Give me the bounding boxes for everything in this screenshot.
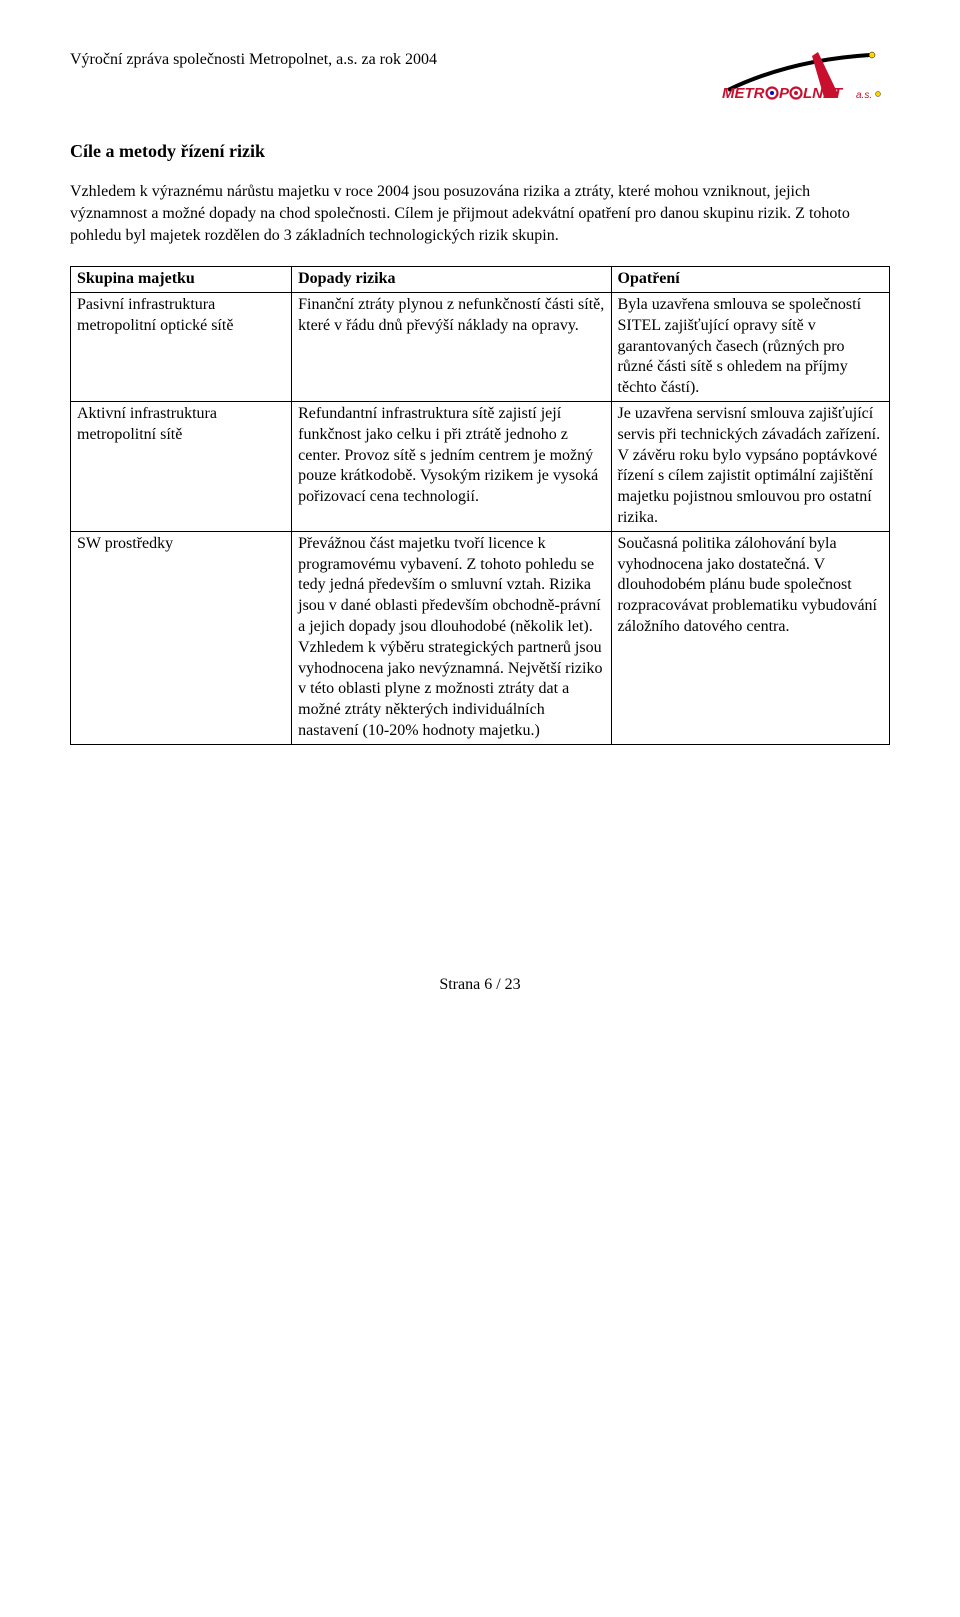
document-title: Výroční zpráva společnosti Metropolnet, … — [70, 50, 437, 71]
svg-text:P: P — [779, 85, 790, 100]
table-row: Aktivní infrastruktura metropolitní sítě… — [71, 401, 890, 531]
table-header-col2: Dopady rizika — [292, 267, 611, 293]
table-cell: Pasivní infrastruktura metropolitní opti… — [71, 292, 292, 401]
table-cell: Je uzavřena servisní smlouva zajišťující… — [611, 401, 889, 531]
table-cell: SW prostředky — [71, 531, 292, 744]
section-title: Cíle a metody řízení rizik — [70, 140, 890, 163]
page-footer: Strana 6 / 23 — [70, 975, 890, 996]
page-header: Výroční zpráva společnosti Metropolnet, … — [70, 50, 890, 100]
table-cell: Aktivní infrastruktura metropolitní sítě — [71, 401, 292, 531]
table-cell: Převážnou část majetku tvoří licence k p… — [292, 531, 611, 744]
table-header-col1: Skupina majetku — [71, 267, 292, 293]
intro-paragraph: Vzhledem k výraznému nárůstu majetku v r… — [70, 181, 890, 246]
logo-text-end: LNET — [803, 85, 844, 100]
table-cell: Finanční ztráty plynou z nefunkčností čá… — [292, 292, 611, 401]
logo-text-mid: P — [779, 85, 790, 100]
logo-svg: METR P LNET a.s. — [720, 50, 890, 100]
table-cell: Refundantní infrastruktura sítě zajistí … — [292, 401, 611, 531]
svg-text:LNET: LNET — [803, 85, 844, 100]
table-row: SW prostředky Převážnou část majetku tvo… — [71, 531, 890, 744]
svg-text:METR: METR — [722, 85, 765, 100]
svg-text:a.s.: a.s. — [856, 90, 872, 100]
table-cell: Byla uzavřena smlouva se společností SIT… — [611, 292, 889, 401]
risk-table: Skupina majetku Dopady rizika Opatření P… — [70, 266, 890, 745]
company-logo: METR P LNET a.s. — [720, 50, 890, 100]
table-header-col3: Opatření — [611, 267, 889, 293]
logo-text-main: METR — [722, 85, 765, 100]
table-header-row: Skupina majetku Dopady rizika Opatření — [71, 267, 890, 293]
table-cell: Současná politika zálohování byla vyhodn… — [611, 531, 889, 744]
logo-text-suffix: a.s. — [856, 90, 872, 100]
table-row: Pasivní infrastruktura metropolitní opti… — [71, 292, 890, 401]
